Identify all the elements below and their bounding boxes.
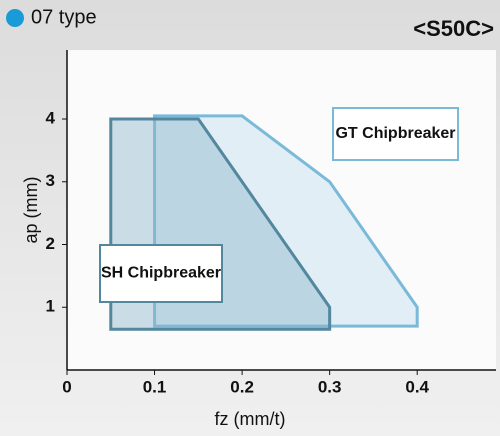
bullet (6, 9, 24, 27)
series-label: GT Chipbreaker (335, 125, 455, 142)
chart-title: <S50C> (413, 16, 494, 41)
y-tick-label: 4 (46, 109, 56, 128)
x-tick-label: 0.3 (318, 377, 342, 396)
series-label: SH Chipbreaker (101, 265, 221, 282)
label-box (332, 107, 459, 161)
y-tick-label: 2 (46, 234, 55, 253)
y-axis-title: ap (mm) (21, 177, 41, 244)
y-tick-label: 3 (46, 171, 55, 190)
x-tick-label: 0.4 (405, 377, 429, 396)
x-tick-label: 0.2 (230, 377, 254, 396)
x-tick-label: 0.1 (143, 377, 167, 396)
x-tick-label: 0 (62, 377, 71, 396)
y-tick-label: 1 (46, 297, 55, 316)
header: 07 type (31, 6, 97, 28)
label-box (99, 244, 223, 303)
x-axis-title: fz (mm/t) (215, 409, 286, 429)
